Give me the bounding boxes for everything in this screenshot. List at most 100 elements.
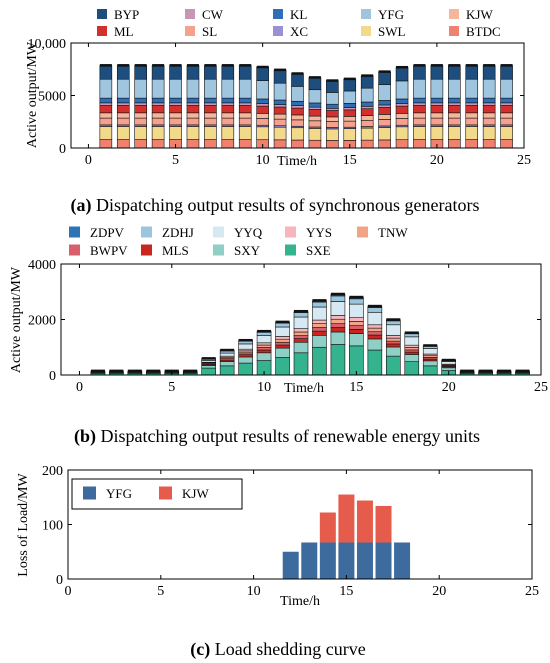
bar-segment-c — [282, 551, 299, 579]
bar-segment-a — [221, 105, 235, 114]
bar-segment-a — [238, 105, 252, 114]
legend-swatch-a — [97, 26, 107, 36]
bar-segment-a — [134, 102, 147, 106]
bar-segment-a — [99, 126, 113, 140]
bar-segment-b — [238, 362, 253, 376]
bar-segment-a — [343, 128, 357, 141]
bar-segment-b — [349, 321, 364, 326]
bar-segment-b — [349, 345, 364, 376]
bar-segment-a — [238, 139, 252, 149]
bar-segment-a — [99, 65, 113, 80]
bar-segment-b — [293, 328, 309, 333]
bar-segment-b — [312, 319, 327, 324]
bar-segment-a — [221, 78, 235, 99]
bar-segment-b — [386, 346, 401, 357]
x-axis-label-a: Time/h — [277, 154, 317, 169]
bar-cap-a — [291, 72, 304, 75]
bar-segment-a — [291, 107, 304, 116]
bar-segment-a — [99, 78, 113, 99]
bar-segment-a — [378, 127, 391, 141]
bar-segment-c — [375, 542, 392, 579]
bar-segment-a — [413, 65, 426, 80]
legend-swatch-a — [361, 26, 371, 36]
x-tick-label-c: 20 — [432, 584, 446, 599]
bar-segment-a — [465, 102, 479, 106]
bar-segment-a — [360, 75, 374, 89]
bar-segment-b — [404, 354, 420, 362]
x-tick-label-c: 5 — [157, 584, 164, 599]
bar-segment-a — [238, 65, 252, 80]
bar-segment-b — [256, 342, 272, 346]
bar-segment-a — [343, 90, 357, 104]
bar-segment-a — [360, 108, 374, 116]
bar-segment-b — [367, 324, 383, 329]
bar-segment-b — [312, 330, 327, 336]
y-tick-label-c: 0 — [56, 573, 63, 588]
bar-segment-a — [308, 120, 322, 128]
bar-segment-a — [151, 117, 165, 126]
bar-segment-b — [275, 347, 290, 358]
bar-segment-b — [238, 354, 253, 358]
bar-segment-a — [116, 105, 130, 114]
bar-segment-a — [221, 139, 235, 149]
bar-segment-a — [308, 102, 322, 108]
bar-cap-a — [483, 64, 496, 67]
bar-segment-a — [448, 102, 461, 106]
bar-segment-b — [238, 356, 253, 364]
legend-label-a: KL — [290, 7, 307, 22]
bar-segment-a — [186, 78, 200, 99]
bar-segment-a — [238, 78, 252, 99]
bar-segment-a — [378, 114, 391, 120]
x-tick-label-a: 5 — [172, 153, 179, 168]
bar-segment-b — [219, 361, 235, 367]
bar-cap-b — [367, 304, 382, 308]
legend-label-a: YFG — [378, 7, 404, 22]
legend-swatch-a — [185, 9, 195, 19]
bar-segment-a — [204, 112, 217, 119]
bar-segment-a — [169, 97, 182, 104]
bar-cap-b — [404, 331, 419, 334]
bar-cap-b — [497, 369, 512, 373]
y-tick-label-a: 0 — [59, 142, 66, 157]
bar-segment-a — [99, 97, 113, 104]
bar-segment-a — [482, 97, 496, 104]
bar-segment-a — [448, 78, 461, 99]
bar-segment-b — [404, 361, 420, 376]
bar-segment-b — [256, 347, 272, 351]
bar-segment-a — [465, 139, 479, 149]
legend-box-c — [71, 478, 243, 510]
bar-segment-a — [273, 104, 287, 108]
bar-cap-a — [343, 77, 356, 81]
bar-segment-a — [221, 117, 235, 126]
bar-segment-b — [404, 349, 420, 353]
bar-segment-a — [448, 97, 461, 104]
bar-segment-b — [293, 352, 309, 376]
bar-segment-b — [330, 344, 346, 376]
bar-segment-b — [404, 351, 420, 355]
bar-segment-b — [275, 326, 290, 337]
bar-segment-a — [395, 80, 409, 100]
bar-segment-a — [395, 98, 409, 104]
bar-cap-a — [99, 64, 112, 67]
bar-segment-a — [413, 117, 426, 126]
bar-segment-a — [134, 126, 147, 140]
bar-segment-a — [116, 102, 130, 106]
legend-swatch-a — [273, 9, 283, 19]
bar-segment-a — [378, 71, 391, 85]
caption-label-c: (c) — [190, 639, 210, 660]
bar-segment-b — [330, 323, 346, 328]
bar-segment-a — [413, 139, 426, 149]
legend-swatch-b — [285, 226, 296, 238]
bar-segment-a — [273, 99, 287, 105]
x-tick-label-a: 10 — [256, 153, 270, 168]
bar-segment-a — [99, 102, 113, 106]
bar-segment-b — [386, 340, 401, 345]
bar-cap-a — [221, 64, 234, 67]
legend-label-b: MLS — [162, 243, 189, 258]
bar-cap-b — [275, 320, 290, 324]
legend-swatch-b — [69, 244, 80, 256]
legend-swatch-a — [449, 26, 459, 36]
bar-segment-a — [151, 112, 165, 119]
bar-segment-c — [338, 542, 355, 579]
bar-segment-a — [413, 102, 426, 106]
